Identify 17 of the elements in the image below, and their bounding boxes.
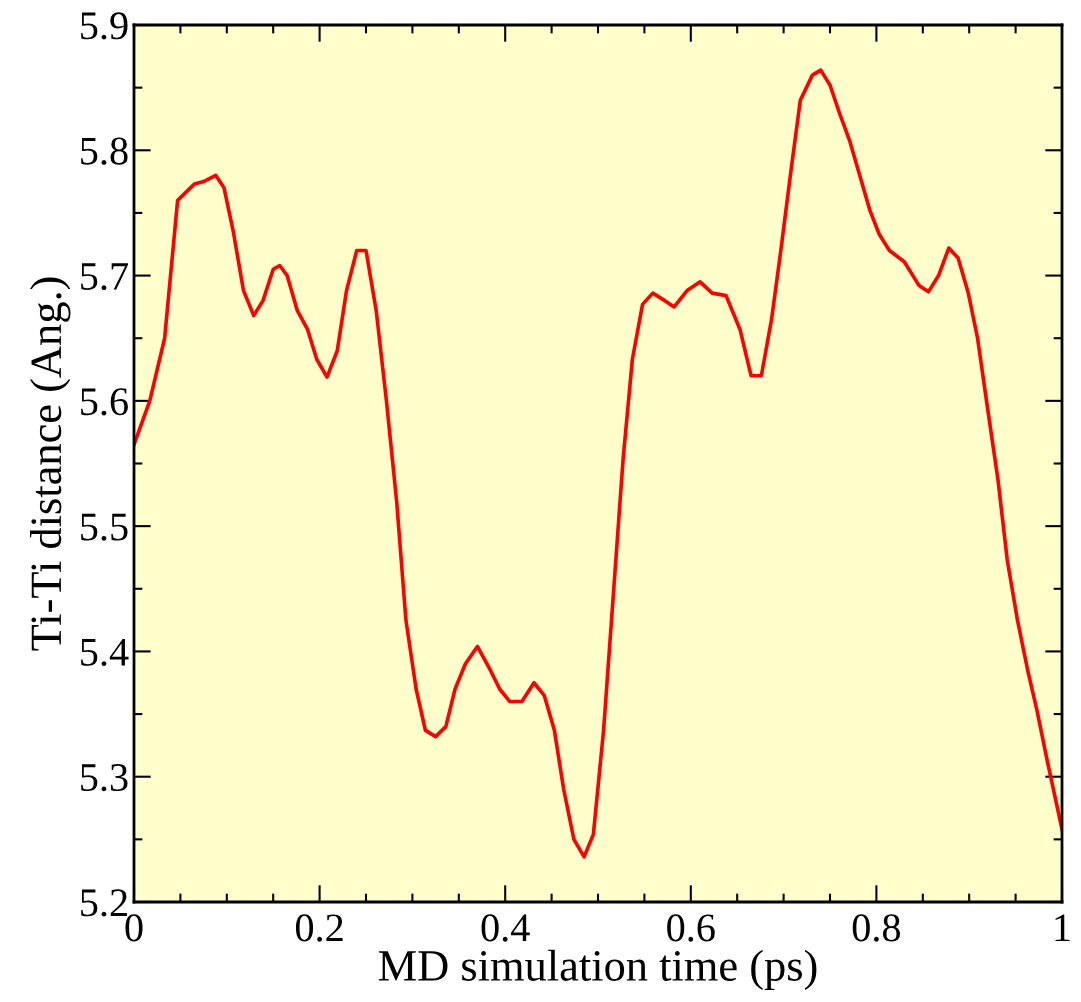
x-tick-label: 1 (1055, 914, 1070, 942)
y-tick-label: 5.4 (81, 638, 129, 666)
x-tick-label: 0.4 (481, 914, 530, 942)
y-tick-label: 5.3 (81, 764, 128, 792)
x-tick-label: 0.2 (295, 914, 343, 942)
y-tick-label: 5.8 (81, 137, 128, 165)
x-tick-label: 0.6 (667, 914, 715, 942)
y-tick-label: 5.7 (81, 263, 128, 291)
y-tick-label: 5.5 (81, 513, 128, 541)
x-tick-label: 0.8 (852, 914, 901, 942)
y-axis-title: Ti-Ti distance (Ang.) (30, 277, 71, 651)
y-tick-label: 5.2 (81, 889, 127, 917)
x-tick-label: 0 (125, 914, 143, 942)
y-tick-label: 5.9 (81, 12, 128, 40)
line-series (134, 68, 1062, 859)
x-axis-title: MD simulation time (ps) (378, 949, 817, 990)
y-tick-label: 5.6 (81, 388, 128, 416)
